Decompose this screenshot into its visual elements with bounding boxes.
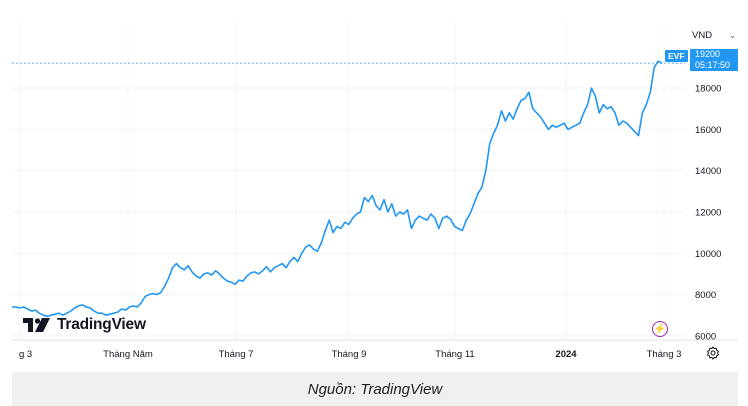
x-tick-label: Tháng 3 (647, 349, 682, 360)
y-tick-label: 12000 (695, 207, 721, 218)
bar-countdown: 05:17:50 (695, 60, 731, 70)
currency-select[interactable]: VND ⌄ (692, 26, 736, 44)
x-tick-label: 2024 (555, 349, 577, 360)
y-axis: 6000 8000 10000 12000 14000 16000 18000 (695, 84, 721, 343)
y-tick-label: 6000 (695, 331, 716, 342)
x-tick-label: Tháng 7 (219, 349, 254, 360)
x-axis: g 3 Tháng Năm Tháng 7 Tháng 9 Tháng 11 2024 Th… (12, 339, 738, 360)
tradingview-logo-text: TradingView (57, 316, 146, 333)
chevron-down-icon: ⌄ (729, 30, 736, 40)
source-caption: Nguồn: TradingView (12, 372, 738, 406)
price-chart[interactable]: 6000 8000 10000 12000 14000 16000 18000 g 3 Thá… (12, 22, 738, 366)
x-tick-label: Tháng Năm (103, 349, 153, 360)
x-tick-label: Tháng 9 (332, 349, 367, 360)
price-series-line (12, 60, 663, 318)
y-tick-label: 8000 (695, 290, 716, 301)
symbol-badge: EVF (665, 50, 688, 62)
y-tick-label: 14000 (695, 166, 721, 177)
x-tick-label: g 3 (19, 349, 32, 360)
tradingview-logo-icon (23, 318, 50, 332)
grid (12, 22, 685, 340)
last-price-value: 19200 (695, 49, 721, 59)
currency-label: VND (692, 29, 713, 41)
gear-icon[interactable] (706, 346, 720, 360)
y-tick-label: 10000 (695, 249, 721, 260)
y-tick-label: 16000 (695, 125, 721, 136)
lightning-icon[interactable]: ⚡ (652, 321, 668, 337)
x-tick-label: Tháng 11 (435, 349, 474, 360)
last-price-badge: 19200 05:17:50 (690, 49, 738, 71)
y-tick-label: 18000 (695, 84, 721, 95)
tradingview-logo[interactable]: TradingView (23, 316, 146, 334)
chart-panel[interactable]: 6000 8000 10000 12000 14000 16000 18000 g 3 Thá… (12, 22, 738, 366)
